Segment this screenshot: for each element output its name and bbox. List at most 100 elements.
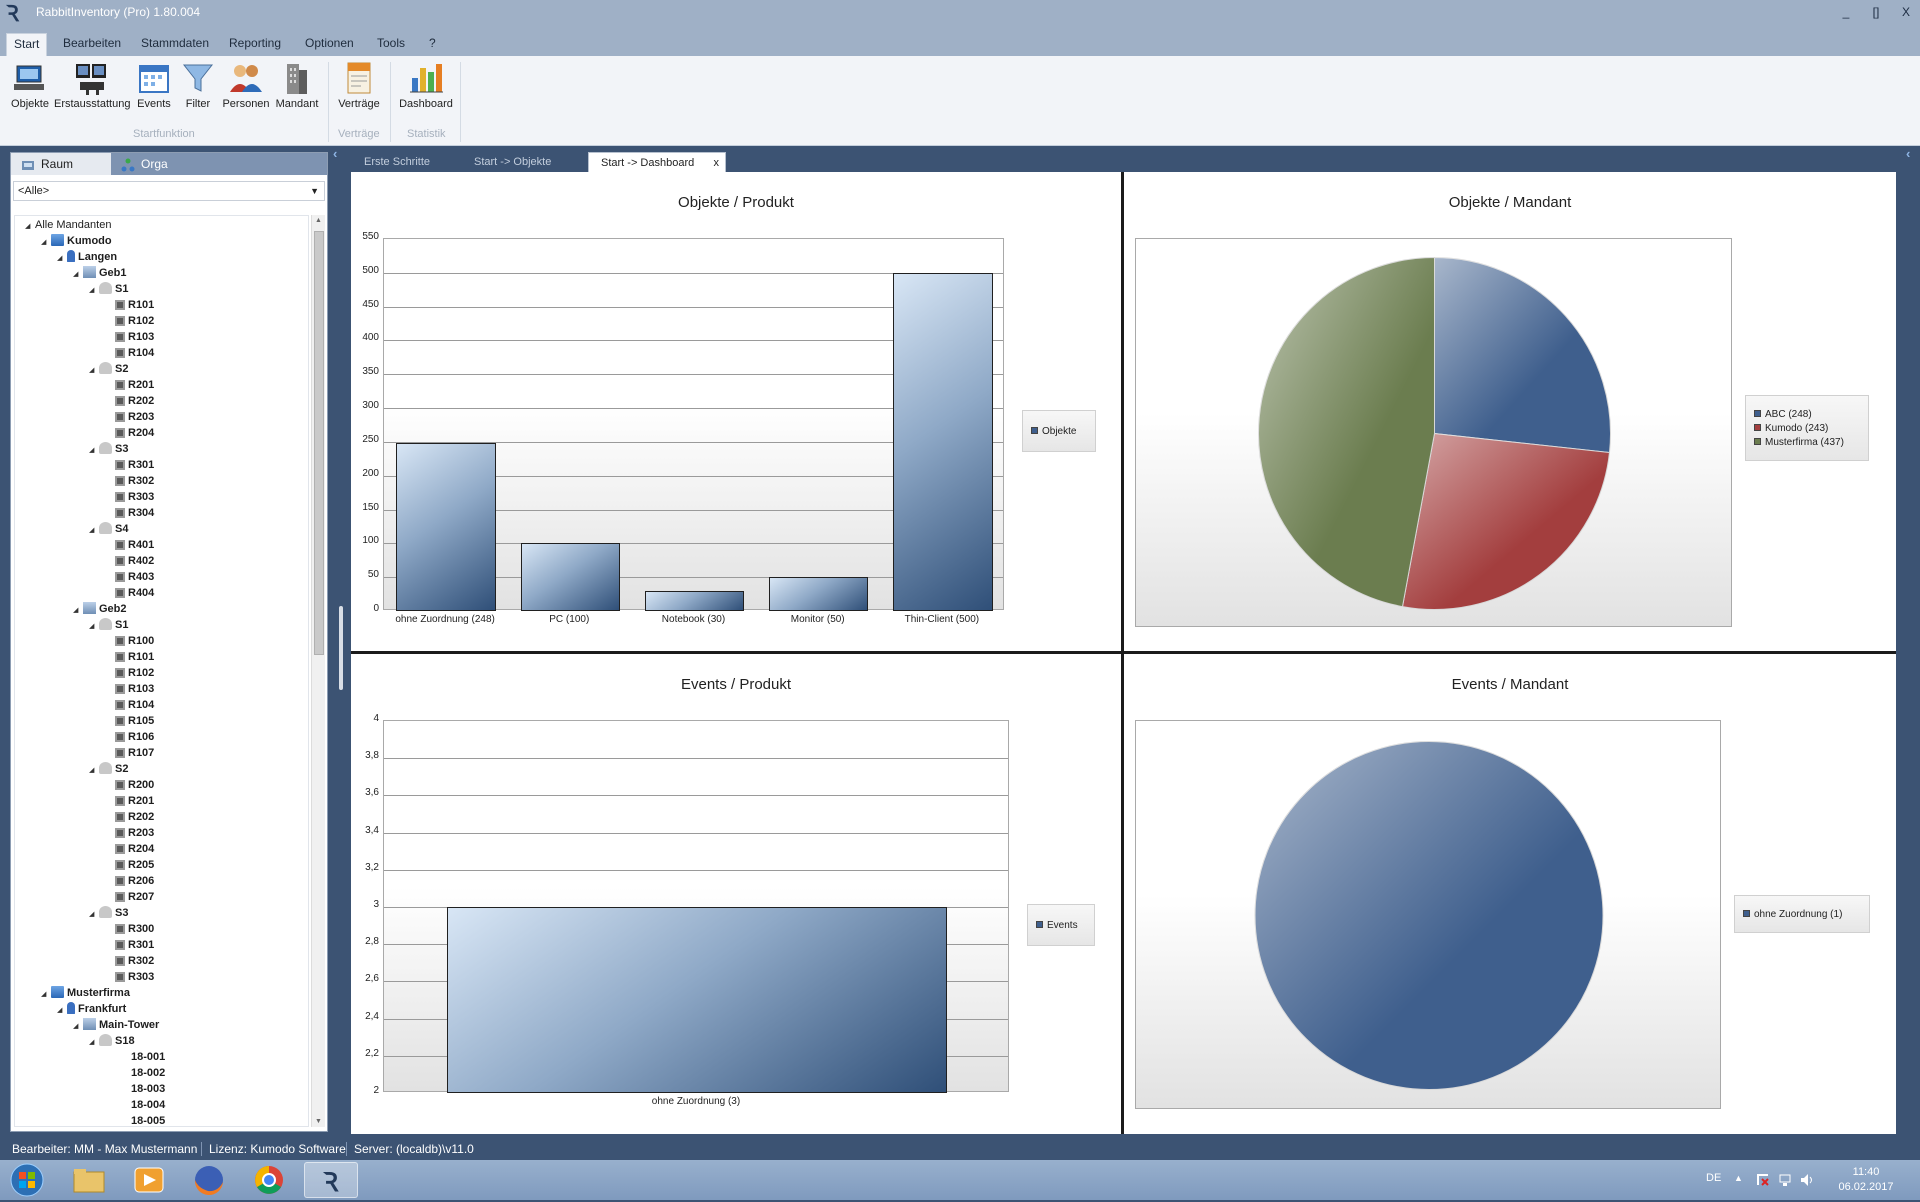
show-hidden-icons-icon[interactable]: ▲ bbox=[1734, 1173, 1743, 1183]
tree-node[interactable]: R200 bbox=[105, 777, 154, 793]
tree-node[interactable]: R204 bbox=[105, 425, 154, 441]
tree-node[interactable]: 18-005 bbox=[105, 1113, 165, 1126]
expand-toggle-icon[interactable]: ◢ bbox=[89, 287, 95, 294]
tree-node[interactable]: ◢ Langen bbox=[57, 249, 117, 265]
tree-node[interactable]: R101 bbox=[105, 297, 154, 313]
close-window-button[interactable]: X bbox=[1901, 5, 1910, 19]
expand-toggle-icon[interactable]: ◢ bbox=[89, 911, 95, 918]
ribbon-vertraege-button[interactable]: Verträge bbox=[334, 60, 384, 110]
start-orb-button[interactable] bbox=[0, 1162, 54, 1198]
tree-node[interactable]: ◢ Geb2 bbox=[73, 601, 127, 617]
chart-bar[interactable] bbox=[446, 907, 948, 1093]
tree-node[interactable]: ◢ S3 bbox=[89, 905, 128, 921]
expand-toggle-icon[interactable]: ◢ bbox=[25, 223, 31, 230]
expand-toggle-icon[interactable]: ◢ bbox=[89, 447, 95, 454]
tree-node[interactable]: ◢ Geb1 bbox=[73, 265, 127, 281]
panel-splitter[interactable] bbox=[339, 606, 343, 690]
tree-node[interactable]: R302 bbox=[105, 953, 154, 969]
collapse-right-panel-icon[interactable]: ‹ bbox=[1906, 146, 1911, 161]
collapse-left-panel-icon[interactable]: ‹ bbox=[333, 146, 338, 161]
tree-node[interactable]: 18-001 bbox=[105, 1049, 165, 1065]
chart-bar[interactable] bbox=[769, 577, 869, 611]
tree-node[interactable]: ◢ S18 bbox=[89, 1033, 135, 1049]
expand-toggle-icon[interactable]: ◢ bbox=[41, 991, 47, 998]
tree-node[interactable]: R302 bbox=[105, 473, 154, 489]
minimize-button[interactable]: _ bbox=[1842, 5, 1850, 19]
tree-node[interactable]: 18-002 bbox=[105, 1065, 165, 1081]
keyboard-language[interactable]: DE bbox=[1706, 1172, 1722, 1184]
tree-node[interactable]: ◢ S2 bbox=[89, 361, 128, 377]
tree-node[interactable]: 18-004 bbox=[105, 1097, 165, 1113]
ribbon-erstausstattung-button[interactable]: Erstausstattung bbox=[54, 60, 130, 110]
chart-bar[interactable] bbox=[644, 590, 745, 611]
tree-node[interactable]: ◢ Main-Tower bbox=[73, 1017, 159, 1033]
tree-node[interactable]: R304 bbox=[105, 505, 154, 521]
ribbon-dashboard-button[interactable]: Dashboard bbox=[396, 60, 456, 110]
tab-raum[interactable]: Raum bbox=[11, 153, 111, 175]
tree-node[interactable]: R401 bbox=[105, 537, 154, 553]
tree-node[interactable]: R100 bbox=[105, 633, 154, 649]
tree-node[interactable]: R303 bbox=[105, 489, 154, 505]
clock[interactable]: 11:40 06.02.2017 bbox=[1830, 1165, 1902, 1195]
tree-node[interactable]: R101 bbox=[105, 649, 154, 665]
expand-toggle-icon[interactable]: ◢ bbox=[89, 367, 95, 374]
expand-toggle-icon[interactable]: ◢ bbox=[73, 271, 79, 278]
tree-node[interactable]: R402 bbox=[105, 553, 154, 569]
taskbar-file-explorer[interactable] bbox=[62, 1162, 116, 1198]
tree-node[interactable]: R207 bbox=[105, 889, 154, 905]
expand-toggle-icon[interactable]: ◢ bbox=[57, 255, 63, 262]
ribbon-objekte-button[interactable]: Objekte bbox=[8, 60, 52, 110]
expand-toggle-icon[interactable]: ◢ bbox=[89, 623, 95, 630]
tree-node[interactable]: ◢ S4 bbox=[89, 521, 128, 537]
tree-node[interactable]: 18-003 bbox=[105, 1081, 165, 1097]
tree-node[interactable]: R204 bbox=[105, 841, 154, 857]
tree-node[interactable]: R205 bbox=[105, 857, 154, 873]
chart-bar[interactable] bbox=[893, 272, 993, 611]
tree-node[interactable]: ◢ Frankfurt bbox=[57, 1001, 126, 1017]
expand-toggle-icon[interactable]: ◢ bbox=[73, 1023, 79, 1030]
action-center-icon[interactable] bbox=[1756, 1173, 1770, 1187]
expand-toggle-icon[interactable]: ◢ bbox=[89, 527, 95, 534]
tree-node[interactable]: R404 bbox=[105, 585, 154, 601]
tree-node[interactable]: R203 bbox=[105, 409, 154, 425]
chart-bar[interactable] bbox=[396, 443, 496, 611]
taskbar-rabbitinventory[interactable]: Ꝛ bbox=[304, 1162, 358, 1198]
tree-node[interactable]: R102 bbox=[105, 665, 154, 681]
tree-scrollbar[interactable]: ▲ ▼ bbox=[311, 215, 325, 1127]
tree-node[interactable]: R303 bbox=[105, 969, 154, 985]
tree-node[interactable]: R105 bbox=[105, 713, 154, 729]
tree-node[interactable]: R300 bbox=[105, 921, 154, 937]
tab-orga[interactable]: Orga bbox=[111, 153, 327, 175]
tree-node[interactable]: R403 bbox=[105, 569, 154, 585]
mandant-filter-select[interactable]: <Alle> ▼ bbox=[13, 181, 325, 201]
menu-bearbeiten[interactable]: Bearbeiten bbox=[63, 36, 122, 50]
menu-start[interactable]: Start bbox=[6, 33, 48, 56]
tree-node[interactable]: R202 bbox=[105, 809, 154, 825]
tree-node[interactable]: R206 bbox=[105, 873, 154, 889]
tree-node[interactable]: R104 bbox=[105, 345, 154, 361]
taskbar-chrome[interactable] bbox=[242, 1162, 296, 1198]
expand-toggle-icon[interactable]: ◢ bbox=[57, 1007, 63, 1014]
tree-node[interactable]: R103 bbox=[105, 329, 154, 345]
tree-node[interactable]: ◢ Musterfirma bbox=[41, 985, 130, 1001]
tree-node[interactable]: ◢ S2 bbox=[89, 761, 128, 777]
tree-node[interactable]: R104 bbox=[105, 697, 154, 713]
tree-node[interactable]: R107 bbox=[105, 745, 154, 761]
tree-node[interactable]: R201 bbox=[105, 377, 154, 393]
volume-icon[interactable] bbox=[1800, 1173, 1814, 1187]
tree-node[interactable]: R106 bbox=[105, 729, 154, 745]
tree-node[interactable]: R301 bbox=[105, 937, 154, 953]
tree-node[interactable]: R301 bbox=[105, 457, 154, 473]
tree-node[interactable]: ◢ Kumodo bbox=[41, 233, 112, 249]
menu-stammdaten[interactable]: Stammdaten bbox=[141, 36, 210, 50]
network-icon[interactable] bbox=[1778, 1173, 1792, 1187]
tree-node[interactable]: ◢ S3 bbox=[89, 441, 128, 457]
tree-node[interactable]: ◢ S1 bbox=[89, 281, 128, 297]
tab-start-dashboard[interactable]: Start -> Dashboard x bbox=[588, 152, 726, 172]
tree-node[interactable]: R102 bbox=[105, 313, 154, 329]
tree-node[interactable]: R202 bbox=[105, 393, 154, 409]
ribbon-personen-button[interactable]: Personen bbox=[222, 60, 270, 110]
menu-optionen[interactable]: Optionen bbox=[305, 36, 354, 50]
ribbon-filter-button[interactable]: Filter bbox=[180, 60, 216, 110]
expand-toggle-icon[interactable]: ◢ bbox=[41, 239, 47, 246]
